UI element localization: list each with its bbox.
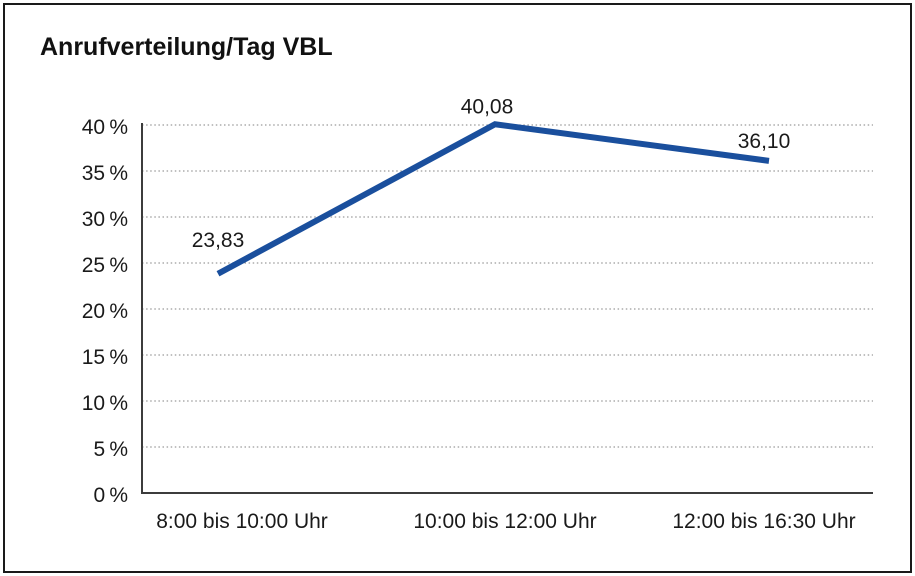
- y-axis-tick-label: 10 %: [82, 392, 128, 415]
- y-axis-tick-label: 35 %: [82, 162, 128, 185]
- y-axis-tick-label: 25 %: [82, 254, 128, 277]
- y-axis-tick-label: 5 %: [93, 438, 128, 461]
- x-axis-category-label: 8:00 bis 10:00 Uhr: [156, 510, 328, 533]
- x-axis-category-label: 12:00 bis 16:30 Uhr: [672, 510, 855, 533]
- chart-frame: [3, 3, 912, 573]
- y-axis-tick-label: 40 %: [82, 116, 128, 139]
- chart-title: Anrufverteilung/Tag VBL: [40, 33, 333, 61]
- data-point-label: 23,83: [192, 229, 245, 252]
- x-axis-category-label: 10:00 bis 12:00 Uhr: [413, 510, 596, 533]
- y-axis-tick-label: 20 %: [82, 300, 128, 323]
- y-axis-tick-label: 15 %: [82, 346, 128, 369]
- data-line: [216, 121, 770, 277]
- y-axis-tick-label: 0 %: [93, 484, 128, 507]
- data-point-label: 36,10: [738, 130, 791, 153]
- y-axis-tick-label: 30 %: [82, 208, 128, 231]
- data-point-label: 40,08: [461, 95, 514, 118]
